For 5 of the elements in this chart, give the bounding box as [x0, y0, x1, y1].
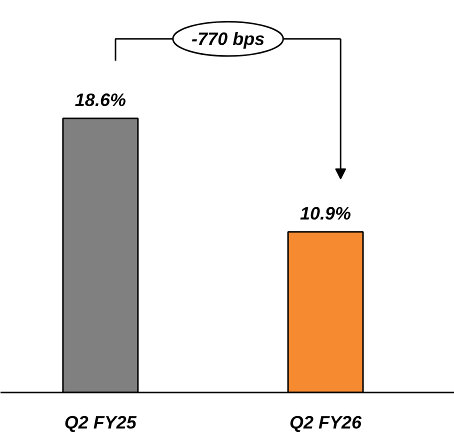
x-tick-label: Q2 FY26: [290, 412, 363, 432]
x-tick-label: Q2 FY25: [64, 412, 138, 432]
text: -770 bps: [192, 28, 265, 49]
data-label: 10.9%: [300, 204, 352, 224]
data-label: 18.6%: [74, 90, 126, 110]
